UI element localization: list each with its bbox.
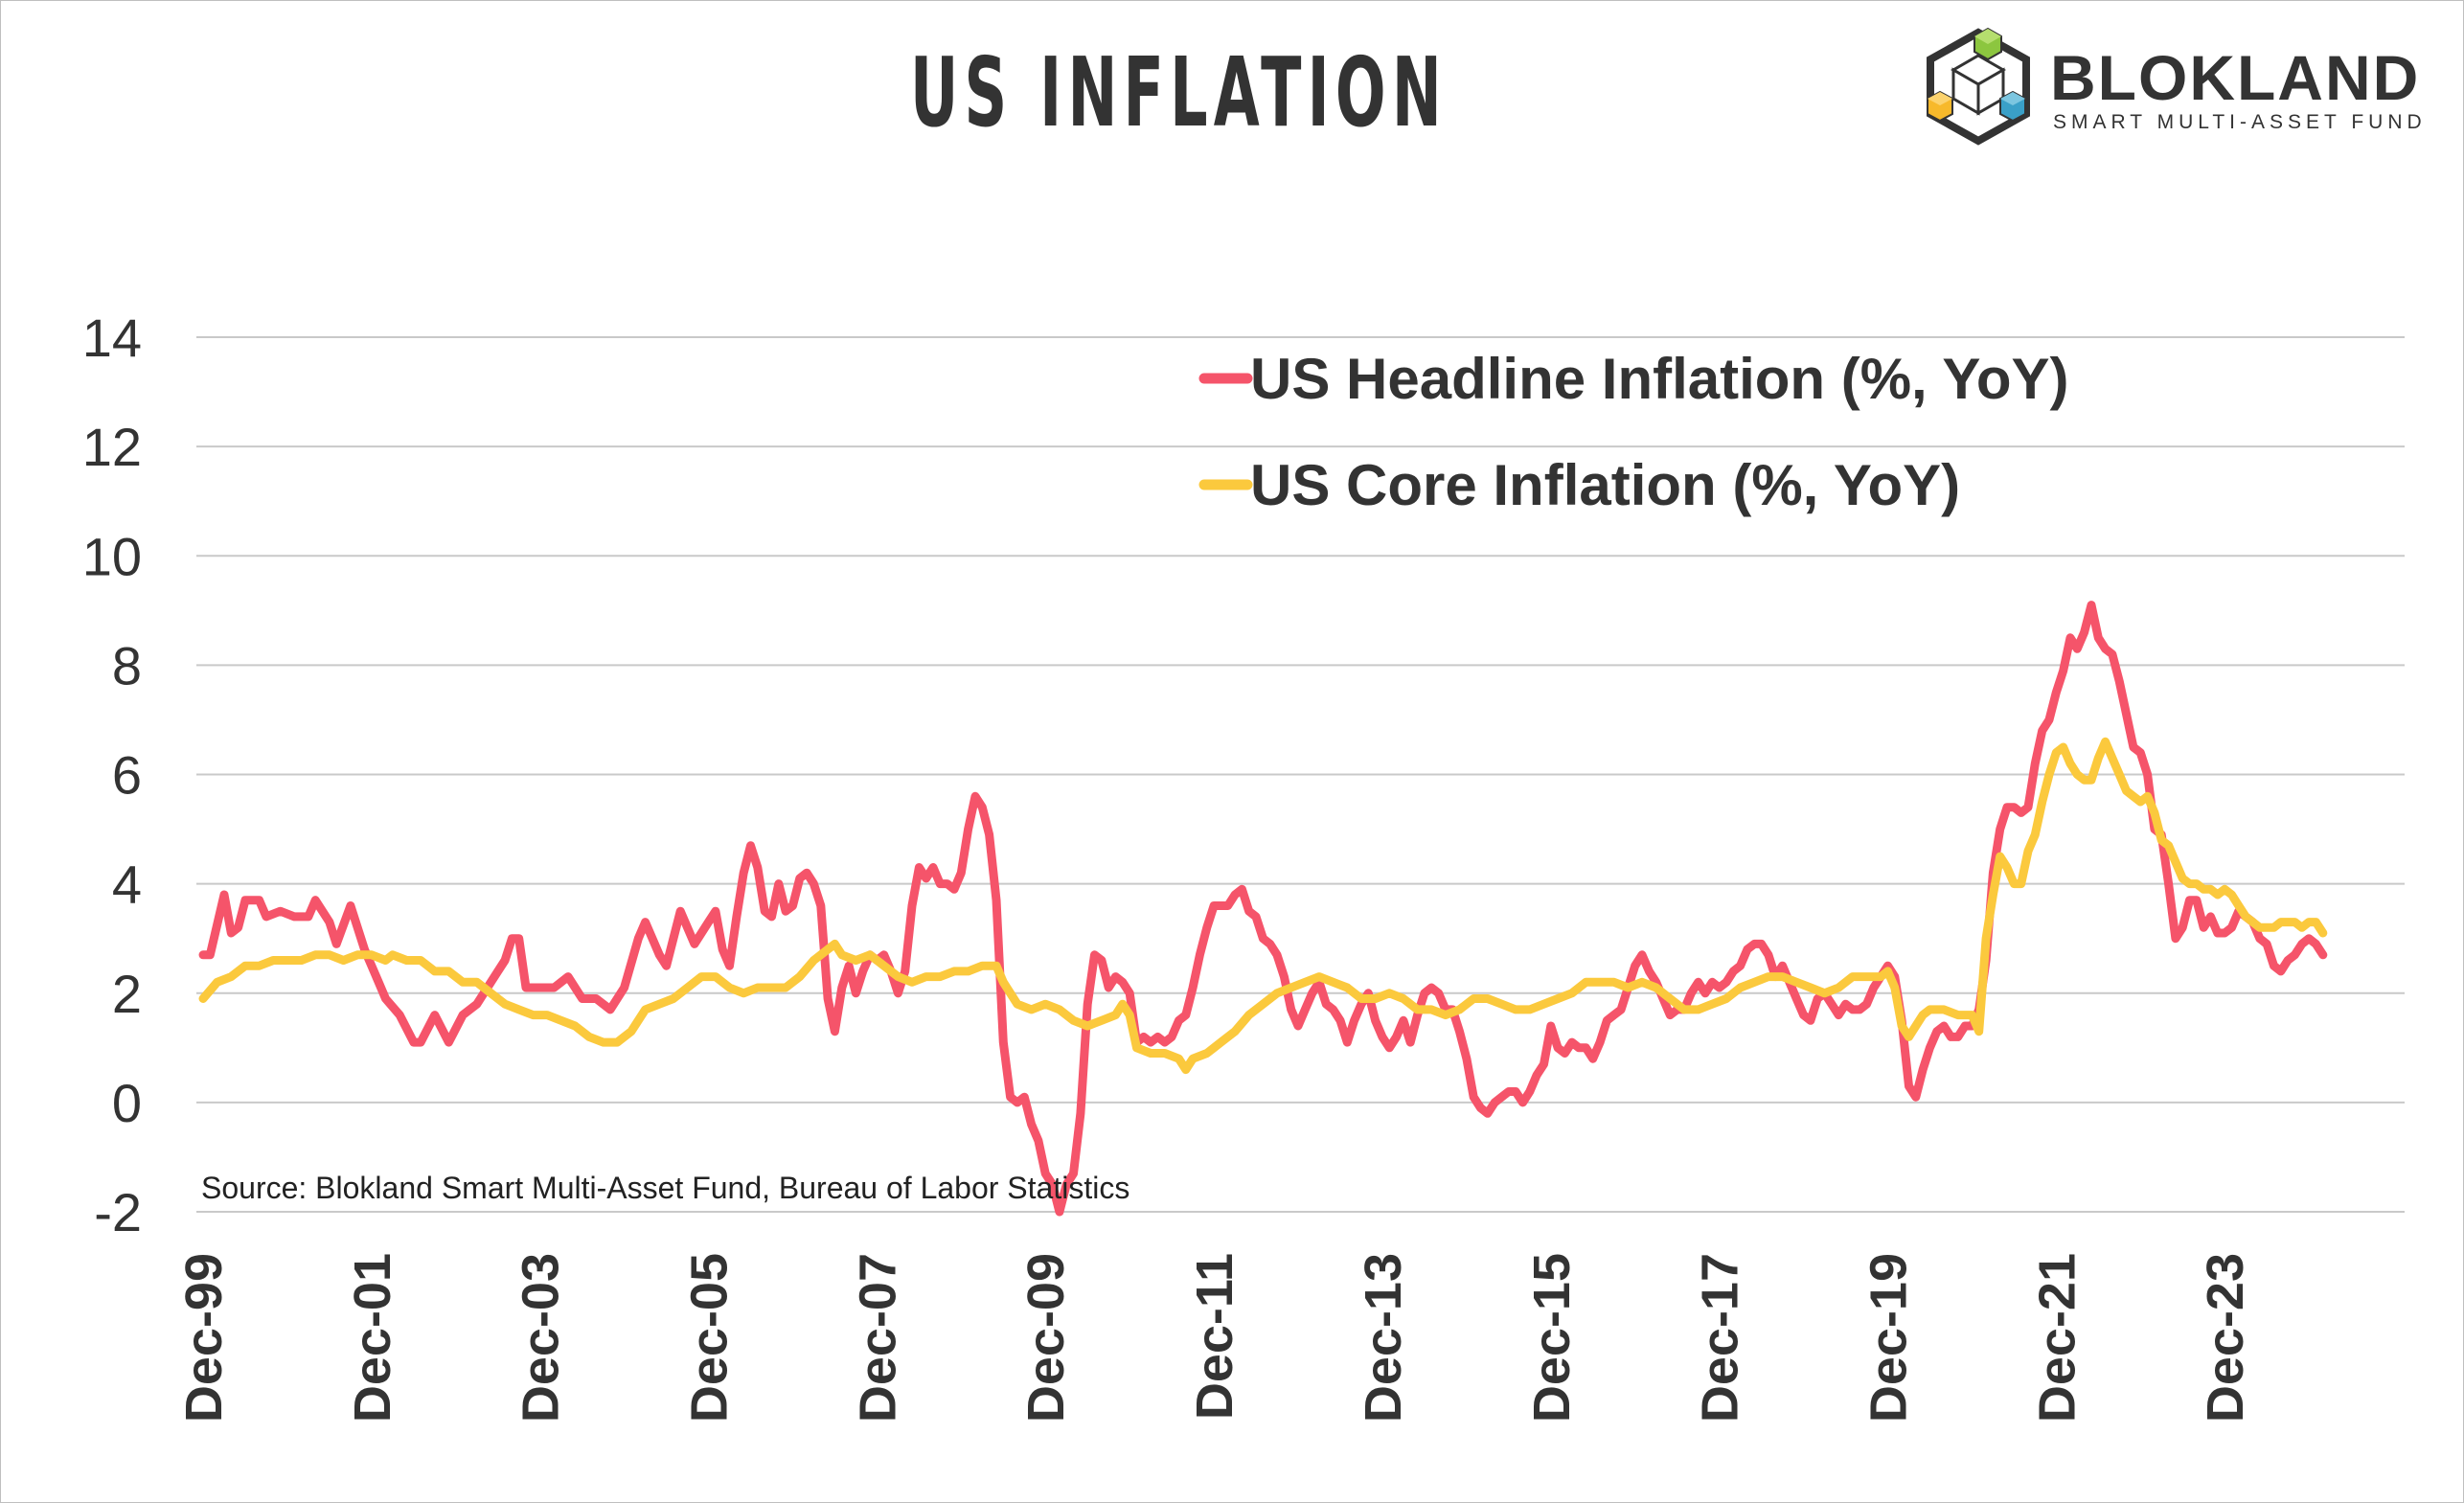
x-tick-label: Dec-21 [2028, 1253, 2086, 1423]
y-tick-label: 14 [82, 307, 142, 368]
x-tick-label: Dec-09 [1017, 1253, 1075, 1423]
x-tick-label: Dec-23 [2197, 1253, 2254, 1423]
x-axis-ticks: Dec-99 Dec-01 Dec-03 Dec-05 Dec-07 Dec-09 Dec-… [175, 1253, 2254, 1423]
legend: US Headline Inflation (%, YoY) US Core I… [1198, 347, 2069, 517]
cube-logo-icon [1927, 27, 2030, 146]
y-tick-label: 0 [112, 1073, 142, 1133]
series-line-core [198, 737, 2328, 1075]
y-tick-label: 8 [112, 635, 142, 695]
y-tick-label: -2 [94, 1182, 142, 1242]
x-tick-label: Dec-11 [1186, 1253, 1243, 1420]
x-tick-label: Dec-01 [344, 1253, 401, 1423]
grid-lines [196, 336, 2405, 1213]
y-tick-label: 10 [82, 526, 142, 586]
x-tick-label: Dec-99 [175, 1253, 233, 1423]
y-tick-label: 4 [112, 854, 142, 915]
x-tick-label: Dec-19 [1859, 1253, 1917, 1423]
y-axis-ticks: -2 0 2 4 6 8 10 12 14 [82, 307, 142, 1242]
x-tick-label: Dec-07 [849, 1253, 906, 1423]
y-tick-label: 2 [112, 964, 142, 1024]
brand-tagline: SMART MULTI-ASSET FUND [2053, 111, 2427, 133]
series-line-headline [198, 601, 2328, 1217]
x-tick-label: Dec-13 [1355, 1253, 1412, 1423]
y-tick-label: 6 [112, 745, 142, 806]
y-tick-label: 12 [82, 417, 142, 477]
brand-name: BLOKLAND [2050, 42, 2421, 113]
brand-logo: BLOKLAND SMART MULTI-ASSET FUND [1921, 27, 2443, 147]
x-tick-label: Dec-05 [681, 1253, 739, 1423]
x-tick-label: Dec-15 [1523, 1253, 1581, 1423]
page-title: US INFLATION [910, 36, 1448, 148]
source-note: Source: Blokland Smart Multi-Asset Fund,… [201, 1171, 1129, 1205]
x-tick-label: Dec-03 [513, 1253, 570, 1423]
legend-label-core: US Core Inflation (%, YoY) [1250, 453, 1960, 517]
series-lines [198, 601, 2328, 1217]
legend-label-headline: US Headline Inflation (%, YoY) [1250, 347, 2069, 411]
x-tick-label: Dec-17 [1692, 1253, 1749, 1423]
